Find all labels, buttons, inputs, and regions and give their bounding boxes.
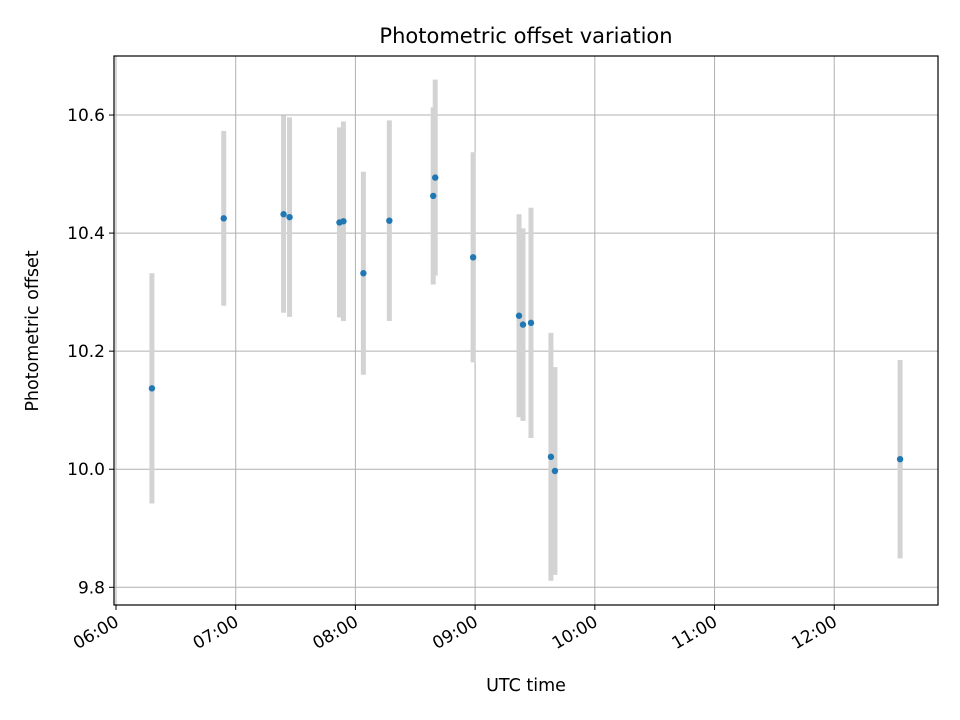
data-point (286, 213, 293, 221)
y-tick-label: 10.6 (67, 106, 105, 126)
y-tick-label: 10.2 (67, 342, 105, 362)
y-tick-label: 10.4 (67, 224, 105, 244)
data-point (469, 254, 477, 261)
grid-lines (114, 56, 938, 605)
data-point (547, 453, 555, 461)
data-point (430, 192, 437, 200)
data-point (519, 321, 527, 328)
chart-title: Photometric offset variation (379, 24, 672, 48)
data-point (896, 455, 904, 463)
x-axis-title: UTC time (486, 676, 566, 696)
data-points (148, 174, 904, 475)
data-point (148, 385, 156, 392)
data-point (432, 174, 439, 181)
y-tick-label: 9.8 (78, 578, 105, 598)
plot-frame (113, 55, 939, 606)
data-point (220, 215, 227, 222)
data-point (515, 312, 523, 319)
y-axis-title: Photometric offset (23, 250, 43, 411)
data-point (386, 217, 393, 224)
data-point (280, 211, 287, 218)
data-point (527, 319, 535, 327)
y-tick-label: 10.0 (67, 460, 105, 480)
y-axis-ticks: 9.8 10.0 10.2 10.4 10.6 (67, 106, 114, 598)
data-point (551, 467, 559, 475)
data-point (360, 270, 367, 277)
data-point (340, 218, 347, 225)
